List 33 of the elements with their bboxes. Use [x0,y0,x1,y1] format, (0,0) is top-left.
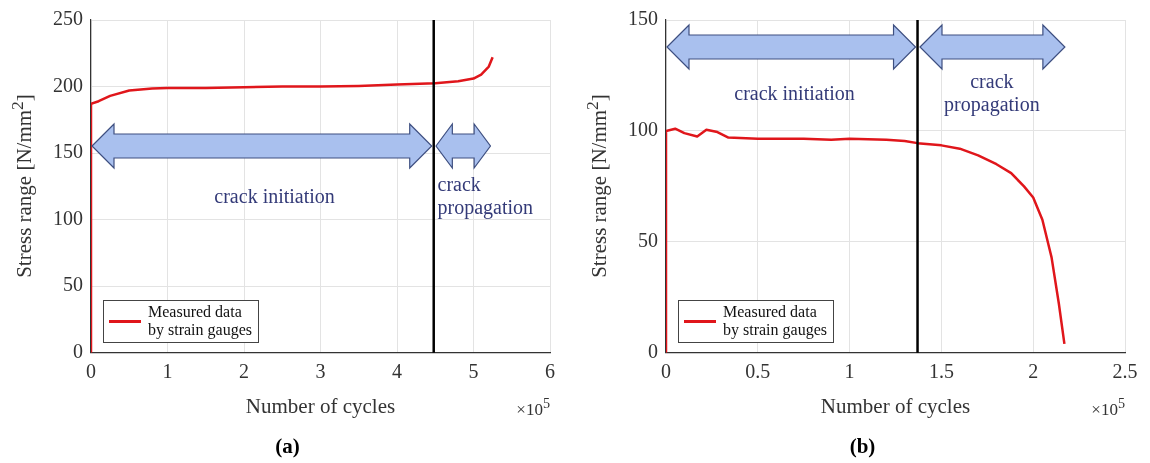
y-tick-label: 150 [53,140,83,163]
annotation: crack propagation [437,173,535,220]
y-tick-label: 0 [648,340,658,363]
legend-label: Measured data by strain gauges [723,302,827,339]
text: (a) [274,434,301,459]
x-tick-label: 6 [545,360,555,383]
text: ×10$^{5}$ [515,394,550,420]
annotation: crack initiation [734,81,855,105]
x-tick-label: 0.5 [745,360,771,383]
x-axis-title: Number of cycles [820,393,971,418]
y-tick-label: 150 [628,7,658,30]
annotation: crack initiation [214,184,335,208]
y-tick-label: 100 [628,118,658,141]
annotation: crack propagation [943,70,1041,117]
y-tick-label: 200 [53,73,83,96]
text: ×10$^{5}$ [1090,394,1125,420]
x-tick-label: 1 [162,360,173,383]
x-tick-label: 4 [392,360,402,383]
x-tick-label: 2 [1028,360,1039,383]
x-tick-label: 1.5 [928,360,954,383]
x-tick-label: 5 [468,360,479,383]
y-tick-label: 0 [73,340,83,363]
y-tick-label: 50 [638,229,658,252]
y-tick-label: 250 [53,7,83,30]
x-tick-label: 1 [844,360,855,383]
x-tick-label: 3 [315,360,326,383]
legend-label: Measured data by strain gauges [148,302,252,339]
x-axis-title: Number of cycles [245,393,396,418]
x-tick-label: 2 [239,360,249,383]
y-tick-label: 100 [53,206,83,229]
y-tick-label: 50 [63,273,83,296]
text: (b) [848,434,877,459]
x-tick-label: 2.5 [1112,360,1138,383]
